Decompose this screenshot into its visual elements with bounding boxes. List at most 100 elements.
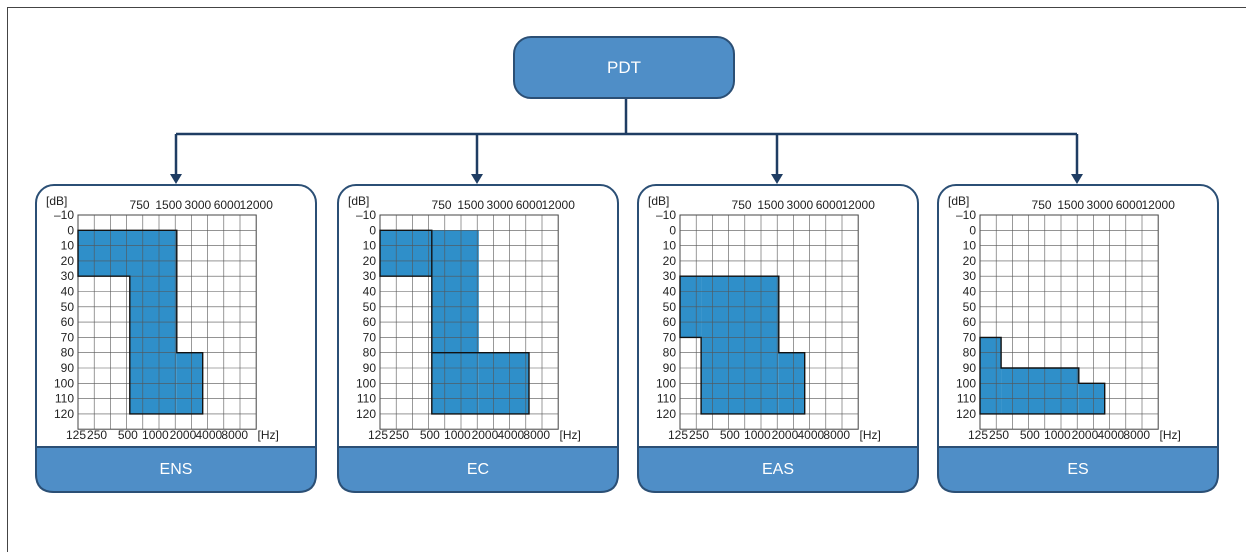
y-tick-label: 60	[963, 315, 977, 329]
panel-label: EC	[467, 461, 489, 478]
x-top-tick-label: 6000	[516, 198, 543, 212]
y-tick-label: 30	[363, 269, 377, 283]
y-tick-label: 0	[67, 223, 74, 237]
x-bottom-tick-label: 500	[420, 428, 440, 442]
y-tick-label: 0	[969, 223, 976, 237]
y-tick-label: 100	[956, 376, 976, 390]
y-tick-label: 10	[963, 239, 977, 253]
figure-frame	[7, 7, 1246, 552]
x-bottom-tick-label: 1000	[744, 428, 771, 442]
x-top-tick-label: 6000	[816, 198, 843, 212]
x-axis-unit: [Hz]	[1160, 428, 1181, 442]
y-tick-label: 110	[55, 392, 74, 406]
y-tick-label: 50	[363, 300, 377, 314]
y-tick-label: 120	[656, 407, 676, 421]
y-tick-label: –10	[956, 208, 976, 222]
y-tick-label: 90	[663, 361, 677, 375]
x-bottom-tick-label: 8000	[523, 428, 550, 442]
panel-label-bar	[637, 446, 919, 493]
x-bottom-tick-label: 125	[668, 428, 688, 442]
x-bottom-tick-label: 2000	[772, 428, 799, 442]
x-bottom-tick-label: 125	[968, 428, 988, 442]
y-tick-label: 80	[663, 346, 677, 360]
y-tick-label: 110	[357, 392, 376, 406]
x-bottom-tick-label: 4000	[1097, 428, 1124, 442]
y-axis-unit: [dB]	[46, 194, 67, 208]
x-top-tick-label: 1500	[757, 198, 784, 212]
x-top-tick-label: 6000	[214, 198, 241, 212]
y-tick-label: 70	[963, 330, 977, 344]
x-top-tick-label: 750	[130, 198, 150, 212]
y-tick-label: 120	[356, 407, 376, 421]
hearing-loss-region	[1001, 368, 1079, 414]
y-tick-label: 80	[363, 346, 377, 360]
hearing-loss-region	[980, 337, 1002, 414]
y-tick-label: 100	[656, 376, 676, 390]
y-axis-unit: [dB]	[648, 194, 669, 208]
y-tick-label: 40	[363, 285, 377, 299]
hearing-loss-region	[78, 230, 177, 277]
x-top-tick-label: 1500	[457, 198, 484, 212]
arrow-head-icon	[471, 174, 483, 184]
hearing-loss-region	[129, 276, 177, 414]
y-tick-label: 90	[61, 361, 75, 375]
y-tick-label: 20	[363, 254, 377, 268]
y-tick-label: 0	[669, 223, 676, 237]
x-bottom-tick-label: 2000	[472, 428, 499, 442]
x-bottom-tick-label: 1000	[444, 428, 471, 442]
y-tick-label: 80	[61, 346, 75, 360]
arrow-head-icon	[1071, 174, 1083, 184]
y-tick-label: –10	[356, 208, 376, 222]
x-top-tick-label: 750	[1032, 198, 1052, 212]
y-tick-label: 80	[963, 346, 977, 360]
arrow-head-icon	[771, 174, 783, 184]
x-top-tick-label: 3000	[185, 198, 212, 212]
x-bottom-tick-label: 500	[720, 428, 740, 442]
panel-label: ES	[1067, 461, 1088, 478]
panel-label-bar	[35, 446, 317, 493]
y-axis-unit: [dB]	[348, 194, 369, 208]
x-bottom-tick-label: 4000	[195, 428, 222, 442]
hearing-loss-region	[380, 230, 432, 277]
y-tick-label: 90	[363, 361, 377, 375]
x-top-tick-label: 6000	[1116, 198, 1143, 212]
x-top-tick-label: 12000	[1142, 198, 1176, 212]
y-tick-label: 70	[363, 330, 377, 344]
x-top-tick-label: 750	[432, 198, 452, 212]
y-tick-label: 100	[54, 376, 74, 390]
hearing-loss-region	[701, 276, 779, 414]
y-tick-label: 50	[963, 300, 977, 314]
x-top-tick-label: 3000	[1087, 198, 1114, 212]
x-top-tick-label: 12000	[842, 198, 876, 212]
panel-label: ENS	[160, 461, 193, 478]
y-tick-label: 40	[963, 285, 977, 299]
y-tick-label: 60	[663, 315, 677, 329]
x-bottom-tick-label: 250	[689, 428, 709, 442]
x-top-tick-label: 1500	[155, 198, 182, 212]
x-bottom-tick-label: 2000	[1072, 428, 1099, 442]
x-bottom-tick-label: 2000	[170, 428, 197, 442]
region-outline	[679, 275, 806, 415]
x-axis-unit: [Hz]	[860, 428, 881, 442]
y-tick-label: 70	[663, 330, 677, 344]
region-outline	[77, 229, 204, 415]
y-tick-label: 120	[956, 407, 976, 421]
region-outline	[979, 336, 1106, 415]
x-bottom-tick-label: 4000	[797, 428, 824, 442]
y-tick-label: –10	[656, 208, 676, 222]
x-bottom-tick-label: 8000	[221, 428, 248, 442]
x-axis-unit: [Hz]	[258, 428, 279, 442]
y-tick-label: 110	[657, 392, 676, 406]
y-tick-label: 30	[61, 269, 75, 283]
y-tick-label: 10	[663, 239, 677, 253]
y-tick-label: 20	[61, 254, 75, 268]
y-tick-label: 110	[957, 392, 976, 406]
x-bottom-tick-label: 250	[989, 428, 1009, 442]
x-bottom-tick-label: 250	[87, 428, 107, 442]
x-top-tick-label: 750	[732, 198, 752, 212]
x-top-tick-label: 12000	[240, 198, 274, 212]
x-bottom-tick-label: 1000	[142, 428, 169, 442]
x-top-tick-label: 12000	[542, 198, 576, 212]
